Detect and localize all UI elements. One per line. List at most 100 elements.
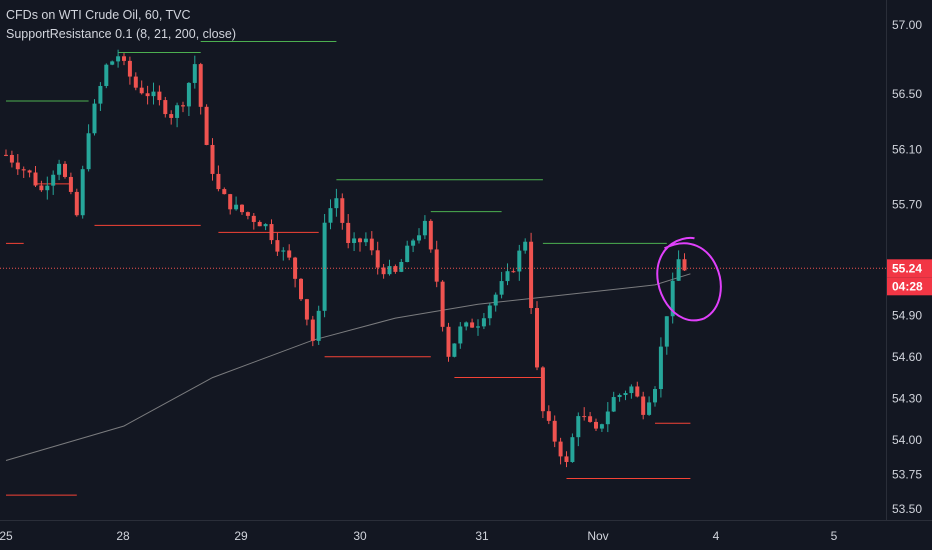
- candle-body: [617, 395, 622, 398]
- candle: [275, 232, 280, 256]
- candle: [57, 159, 62, 181]
- candle-body: [263, 224, 268, 227]
- candle-body: [635, 386, 640, 397]
- candle: [570, 433, 575, 463]
- candle-body: [570, 437, 575, 462]
- candle: [440, 280, 445, 332]
- candle: [4, 149, 8, 157]
- candle-body: [594, 421, 598, 429]
- candle-body: [216, 173, 221, 190]
- candle: [204, 104, 209, 146]
- overlay-layer: [0, 236, 886, 322]
- candle-body: [588, 416, 593, 422]
- candle: [68, 172, 73, 195]
- candle-body: [682, 259, 687, 271]
- candle-body: [434, 249, 439, 282]
- candle: [80, 165, 85, 219]
- candle-body: [422, 220, 427, 236]
- candle: [104, 63, 109, 89]
- candle: [98, 82, 103, 111]
- candle-body: [676, 259, 681, 281]
- candle-body: [558, 441, 563, 457]
- candle: [133, 72, 138, 91]
- candle-body: [446, 326, 451, 357]
- candle-body: [15, 162, 20, 170]
- candle: [169, 110, 174, 125]
- candle-body: [240, 204, 244, 213]
- candle: [127, 56, 132, 85]
- candle: [611, 391, 616, 413]
- candle-body: [57, 163, 62, 175]
- candle-body: [4, 154, 8, 156]
- x-tick-label: Nov: [587, 529, 608, 543]
- candle: [452, 343, 457, 358]
- candle: [499, 271, 504, 299]
- countdown-badge: [887, 277, 932, 296]
- x-tick-label: 25: [0, 529, 13, 543]
- candle-body: [257, 221, 262, 227]
- candle: [293, 256, 298, 288]
- candle: [493, 292, 498, 312]
- candle-body: [175, 105, 180, 118]
- candle-body: [275, 240, 280, 252]
- candle: [269, 219, 274, 245]
- candle: [86, 124, 91, 172]
- candle-body: [505, 271, 510, 282]
- candle: [287, 244, 292, 261]
- candle: [476, 319, 480, 336]
- candle: [387, 259, 392, 276]
- candle-body: [358, 238, 362, 243]
- candle-body: [664, 316, 669, 347]
- candle-body: [198, 64, 203, 107]
- candle-body: [653, 389, 657, 403]
- candle-body: [582, 416, 587, 418]
- candle: [576, 412, 581, 447]
- countdown-label: 04:28: [892, 279, 923, 293]
- candle-body: [393, 266, 398, 272]
- candle-body: [204, 106, 209, 145]
- x-tick-label: 5: [831, 529, 838, 543]
- candle: [145, 85, 150, 105]
- y-tick-label: 54.30: [892, 391, 922, 405]
- candle: [210, 138, 215, 181]
- candle-body: [299, 278, 303, 300]
- candle-body: [163, 100, 168, 115]
- candle-body: [428, 220, 433, 250]
- candle: [623, 390, 628, 401]
- candle: [617, 393, 622, 402]
- candle-body: [210, 144, 215, 174]
- candle-body: [464, 322, 469, 327]
- candle-body: [304, 299, 309, 320]
- candle: [594, 418, 598, 431]
- candle-body: [51, 174, 56, 186]
- last-price-label: 55.24: [892, 261, 922, 275]
- candle: [535, 301, 539, 371]
- candle: [381, 263, 386, 279]
- candle-body: [540, 367, 545, 412]
- candles-layer: [4, 49, 687, 468]
- moving-average-line: [5, 273, 691, 461]
- candle: [676, 250, 681, 281]
- candle: [310, 315, 315, 347]
- candle: [245, 211, 250, 220]
- candle: [92, 99, 97, 136]
- candle-body: [529, 241, 534, 309]
- candle: [422, 215, 427, 240]
- candle-body: [127, 60, 132, 77]
- candle: [363, 232, 368, 247]
- y-tick-label: 57.00: [892, 18, 922, 32]
- candle: [151, 82, 156, 105]
- candle-body: [387, 266, 392, 275]
- candle-body: [122, 56, 126, 61]
- candle: [428, 219, 433, 253]
- candle-body: [245, 212, 250, 216]
- candle: [523, 238, 528, 254]
- candle-body: [86, 133, 91, 170]
- candle: [257, 220, 262, 227]
- candle: [369, 231, 374, 256]
- candle: [511, 269, 516, 273]
- candle-body: [80, 169, 85, 216]
- candle: [198, 62, 203, 115]
